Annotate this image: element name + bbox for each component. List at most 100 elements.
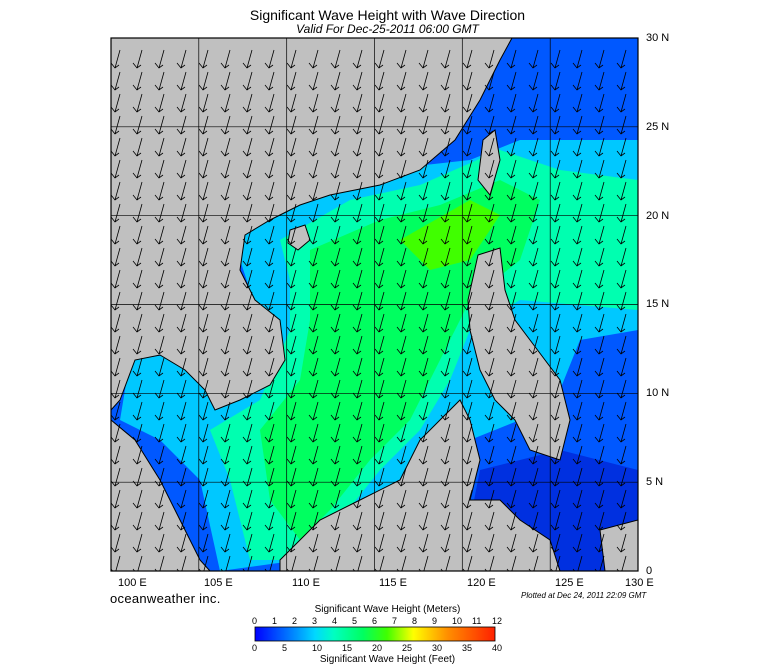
wave-direction-arrow [572, 313, 583, 333]
wave-direction-arrow [616, 511, 627, 531]
wave-direction-arrow [352, 423, 363, 443]
wave-direction-arrow [242, 445, 253, 465]
wave-direction-arrow [132, 269, 143, 289]
wave-direction-arrow [396, 401, 407, 421]
wave-direction-arrow [374, 489, 385, 509]
wave-direction-arrow [484, 269, 495, 289]
wave-direction-arrow [594, 445, 605, 465]
wave-direction-arrow [572, 291, 583, 311]
meters-tick-label: 4 [332, 616, 338, 626]
wave-direction-arrow [308, 357, 319, 377]
wave-direction-arrow [462, 115, 473, 135]
wave-direction-arrow [154, 423, 165, 443]
wave-direction-arrow [198, 511, 209, 531]
meters-tick-label: 1 [272, 616, 278, 626]
wave-direction-arrow [242, 313, 253, 333]
wave-direction-arrow [418, 137, 429, 157]
wave-direction-arrow [352, 445, 363, 465]
wave-direction-arrow [528, 423, 539, 443]
meters-tick-label: 0 [252, 616, 258, 626]
wave-direction-arrow [616, 379, 627, 399]
wave-direction-arrow [572, 401, 583, 421]
wave-direction-arrow [396, 313, 407, 333]
wave-direction-arrow [440, 203, 451, 223]
wave-direction-arrow [330, 423, 341, 443]
wave-direction-arrow [506, 511, 517, 531]
wave-direction-arrow [506, 401, 517, 421]
wave-direction-arrow [286, 313, 297, 333]
wave-direction-arrow [308, 159, 319, 179]
wave-direction-arrow [506, 423, 517, 443]
wave-direction-arrow [616, 93, 627, 113]
wave-direction-arrow [440, 247, 451, 267]
wave-direction-arrow [176, 533, 187, 553]
wave-direction-arrow [242, 379, 253, 399]
wave-direction-arrow [286, 137, 297, 157]
wave-direction-arrow [352, 137, 363, 157]
wave-direction-arrow [330, 93, 341, 113]
wave-direction-arrow [418, 313, 429, 333]
wave-direction-arrow [616, 533, 627, 553]
wave-direction-arrow [220, 115, 231, 135]
wave-direction-arrow [616, 115, 627, 135]
wave-direction-arrow [374, 313, 385, 333]
wave-direction-arrow [154, 445, 165, 465]
wave-direction-arrow [374, 533, 385, 553]
wave-direction-arrow [308, 93, 319, 113]
wave-direction-arrow [594, 357, 605, 377]
wave-direction-arrow [550, 379, 561, 399]
wave-direction-arrow [308, 423, 319, 443]
wave-direction-arrow [594, 181, 605, 201]
wave-direction-arrow [111, 291, 121, 311]
wave-direction-arrow [132, 225, 143, 245]
wave-direction-arrow [220, 511, 231, 531]
wave-direction-arrow [484, 159, 495, 179]
wave-direction-arrow [198, 159, 209, 179]
wave-direction-arrow [154, 93, 165, 113]
wave-direction-arrow [462, 379, 473, 399]
wave-direction-arrow [242, 489, 253, 509]
wave-direction-arrow [176, 49, 187, 69]
wave-direction-arrow [220, 313, 231, 333]
wave-direction-arrow [286, 357, 297, 377]
wave-direction-arrow [198, 379, 209, 399]
wave-direction-arrow [616, 489, 627, 509]
wave-direction-arrow [330, 137, 341, 157]
wave-direction-arrow [594, 533, 605, 553]
meters-tick-label: 5 [352, 616, 358, 626]
lon-label-105e: 105 E [204, 577, 233, 589]
wave-direction-arrow [528, 335, 539, 355]
taiwan-island [477, 129, 501, 197]
wave-direction-arrow [484, 313, 495, 333]
wave-direction-arrow [418, 467, 429, 487]
wave-direction-arrow [198, 291, 209, 311]
wave-direction-arrow [484, 401, 495, 421]
wave-direction-arrow [572, 115, 583, 135]
wave-direction-arrow [616, 269, 627, 289]
wave-direction-arrow [352, 247, 363, 267]
wave-direction-arrow [132, 379, 143, 399]
wave-direction-arrow [550, 489, 561, 509]
wave-direction-arrow [111, 93, 121, 113]
wave-direction-arrow [352, 269, 363, 289]
brand-logo-text: oceanweather inc. [110, 591, 221, 606]
wave-direction-arrow [594, 379, 605, 399]
wave-direction-arrow [550, 71, 561, 91]
meters-tick-label: 8 [412, 616, 418, 626]
wave-direction-arrow [264, 225, 275, 245]
wave-direction-arrow [308, 203, 319, 223]
wave-direction-arrow [176, 203, 187, 223]
wave-direction-arrow [330, 489, 341, 509]
wave-direction-arrow [616, 247, 627, 267]
wave-direction-arrow [506, 489, 517, 509]
wave-direction-arrow [308, 467, 319, 487]
wave-direction-arrow [572, 467, 583, 487]
wave-direction-arrow [418, 489, 429, 509]
wave-direction-arrow [330, 181, 341, 201]
wave-direction-arrow [594, 511, 605, 531]
wave-direction-arrow [176, 401, 187, 421]
wave-direction-arrow [418, 115, 429, 135]
wave-direction-arrow [462, 159, 473, 179]
wave-direction-arrow [198, 423, 209, 443]
